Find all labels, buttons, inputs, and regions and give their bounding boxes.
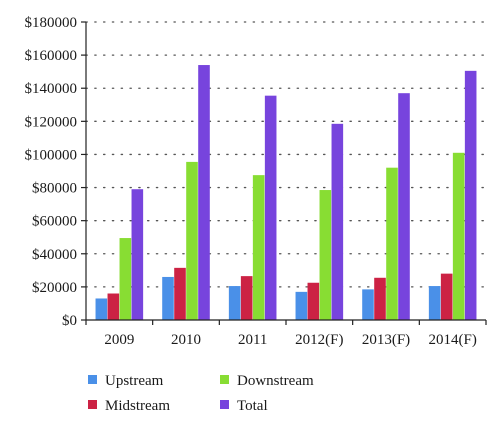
bar-midstream-2013f	[374, 277, 386, 320]
grid-lines	[85, 21, 487, 288]
x-tick-label: 2014(F)	[428, 332, 476, 348]
bar-midstream-2014f	[440, 273, 453, 320]
bar-downstream-2011	[252, 175, 265, 320]
y-tick-label: $160000	[25, 48, 78, 64]
x-tick-label: 2013(F)	[362, 332, 410, 348]
tick-labels: $0 $20000 $40000 $60000 $80000 $100000 $120000…	[25, 15, 477, 348]
y-tick-label: $100000	[25, 147, 78, 163]
bar-total-2011	[264, 95, 277, 320]
bar-midstream-2010	[174, 267, 186, 320]
legend-swatch-total	[220, 400, 229, 409]
y-tick-label: $0	[62, 313, 77, 329]
x-tick-label: 2010	[171, 332, 201, 348]
bar-midstream-2012f	[307, 282, 320, 320]
axes	[81, 21, 487, 325]
bar-upstream-2013f	[362, 289, 374, 320]
bar-downstream-2010	[186, 161, 198, 320]
bar-upstream-2011	[228, 286, 241, 320]
legend-swatch-downstream	[220, 375, 229, 384]
legend-label-downstream: Downstream	[237, 373, 314, 389]
y-tick-label: $60000	[32, 214, 77, 230]
y-tick-label: $140000	[25, 81, 78, 97]
bar-total-2013f	[398, 93, 410, 320]
bar-total-2014f	[464, 70, 477, 320]
bar-total-2010	[198, 65, 210, 321]
bar-midstream-2009	[107, 293, 120, 320]
legend-swatch-midstream	[88, 400, 97, 409]
bar-upstream-2010	[162, 276, 174, 320]
y-tick-label: $120000	[25, 114, 78, 130]
bar-downstream-2013f	[386, 167, 398, 320]
legend-label-midstream: Midstream	[105, 398, 170, 414]
bar-upstream-2012f	[295, 291, 308, 320]
y-tick-label: $20000	[32, 280, 77, 296]
legend: Upstream Midstream Downstream Total	[88, 373, 314, 414]
y-tick-label: $80000	[32, 181, 77, 197]
bar-upstream-2009	[95, 298, 108, 320]
legend-label-upstream: Upstream	[105, 373, 164, 389]
x-tick-label: 2012(F)	[295, 332, 343, 348]
bar-downstream-2012f	[319, 190, 332, 320]
bar-downstream-2009	[119, 238, 132, 320]
bars	[95, 65, 477, 321]
x-tick-label: 2011	[238, 332, 267, 348]
legend-label-total: Total	[237, 398, 268, 414]
bar-total-2009	[131, 189, 144, 320]
bar-downstream-2014f	[452, 152, 465, 320]
bar-total-2012f	[331, 123, 344, 320]
x-tick-label: 2009	[104, 332, 134, 348]
legend-swatch-upstream	[88, 375, 97, 384]
y-tick-label: $180000	[25, 15, 78, 31]
bar-midstream-2011	[240, 276, 253, 320]
y-tick-label: $40000	[32, 247, 77, 263]
bar-upstream-2014f	[428, 286, 441, 320]
